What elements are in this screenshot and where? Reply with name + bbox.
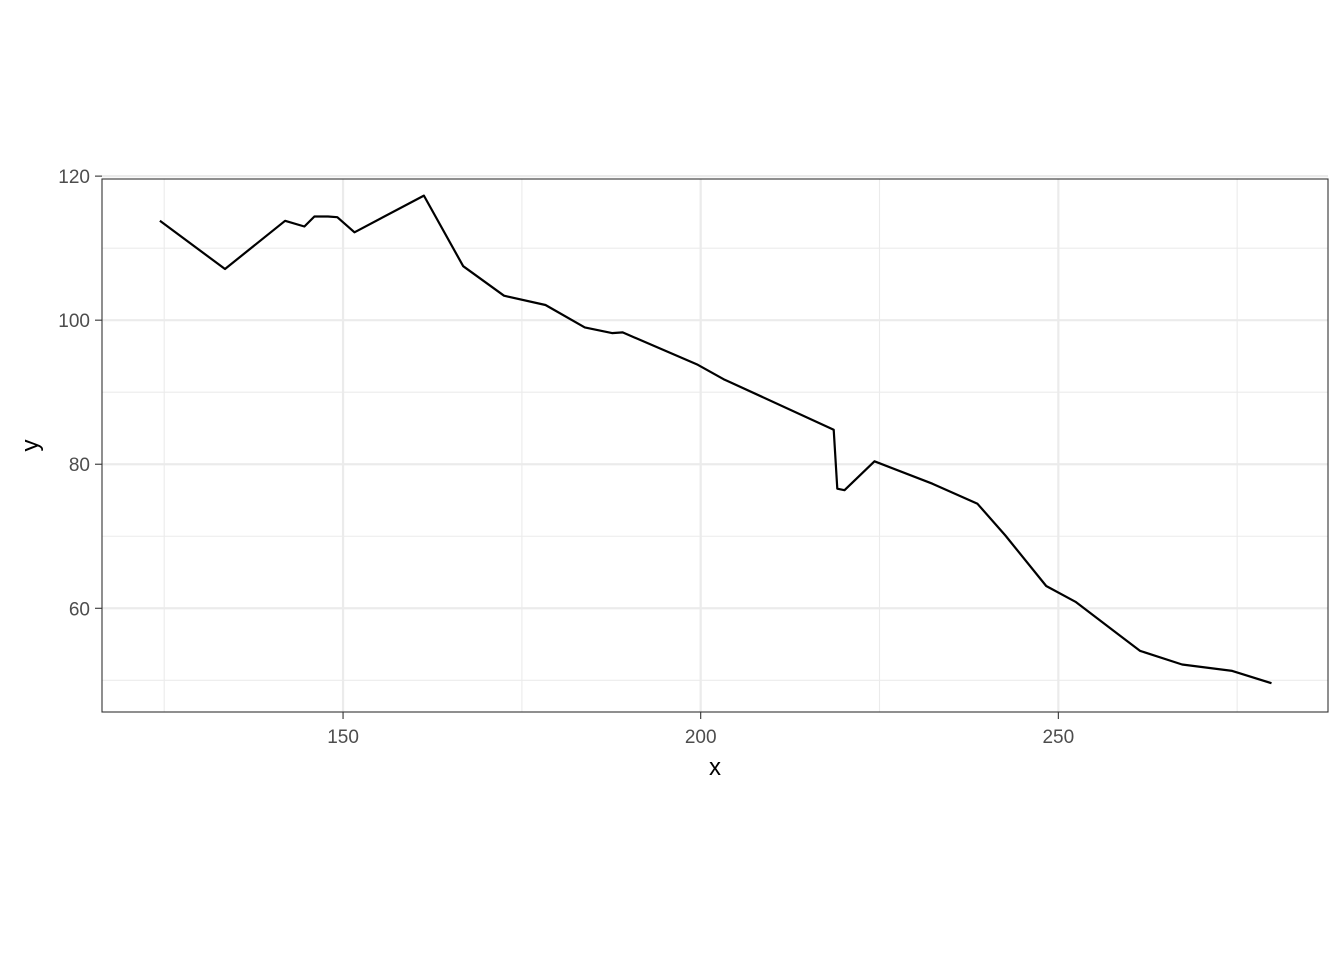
minor-gridlines <box>102 179 1328 712</box>
x-axis: 150 200 250 <box>327 712 1074 748</box>
y-tick-label: 120 <box>58 167 90 188</box>
x-tick-label: 250 <box>1042 727 1074 748</box>
panel-border <box>101 178 1329 713</box>
x-tick-label: 200 <box>685 727 717 748</box>
x-tick-label: 150 <box>327 727 359 748</box>
y-tick-label: 60 <box>69 599 90 620</box>
series-line <box>159 194 1272 685</box>
major-gridlines <box>102 175 1328 712</box>
y-axis: 60 80 100 120 <box>58 167 102 620</box>
y-tick-label: 100 <box>58 311 90 332</box>
y-axis-title: y <box>17 440 44 452</box>
x-axis-title: x <box>709 754 721 781</box>
y-tick-label: 80 <box>69 455 90 476</box>
